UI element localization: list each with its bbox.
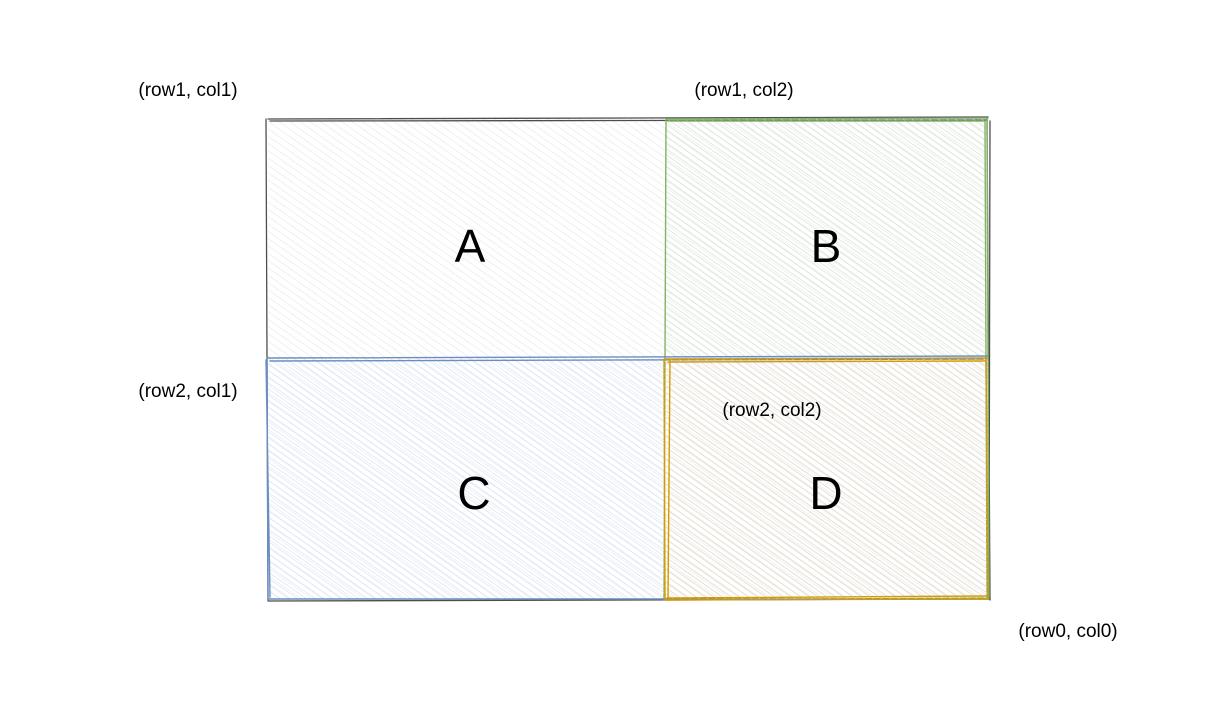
cell-a-letter: A [455,220,486,272]
cell-c-letter: C [457,467,490,519]
label-row1-col2: (row1, col2) [694,80,793,101]
label-row1-col1: (row1, col1) [138,80,237,101]
cell-d [663,357,989,601]
cell-b-letter: B [811,220,842,272]
label-row2-col1: (row2, col1) [138,381,237,402]
label-row0-col0: (row0, col0) [1018,621,1117,642]
label-row2-col2: (row2, col2) [722,400,821,421]
cell-d-letter: D [809,467,842,519]
